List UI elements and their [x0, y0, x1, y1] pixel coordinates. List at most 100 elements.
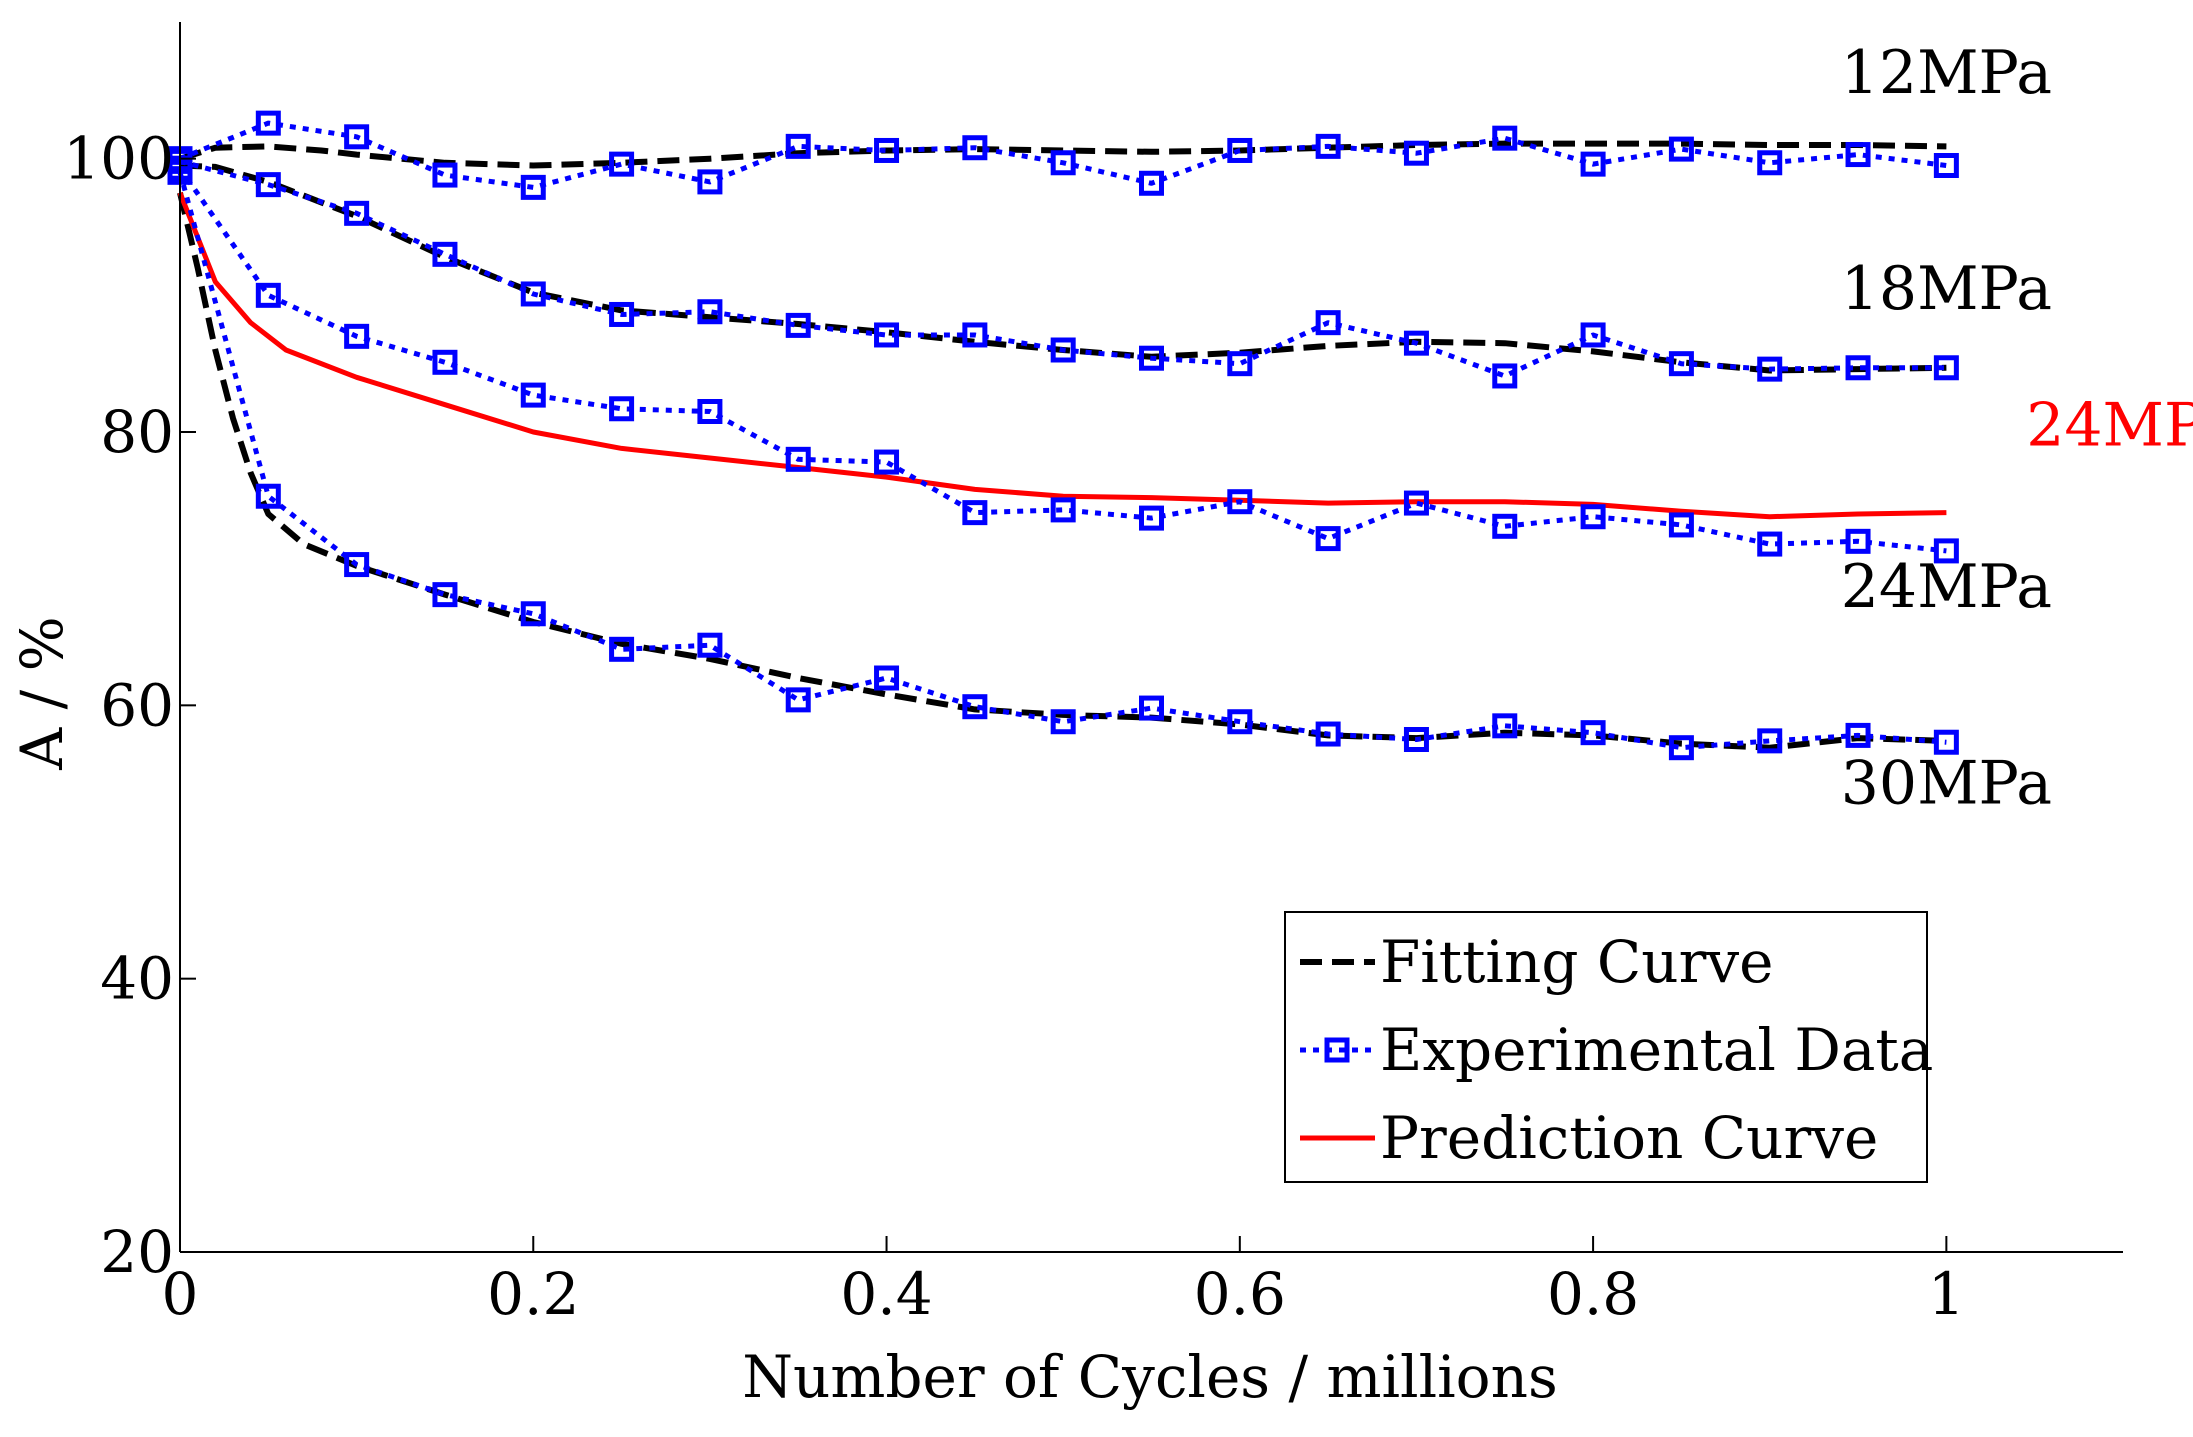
data-point-marker [344, 552, 370, 578]
data-point-marker [1050, 709, 1076, 735]
data-point-marker [520, 281, 546, 307]
data-point-marker [962, 322, 988, 348]
data-point-marker [432, 582, 458, 608]
data-point-marker [1757, 356, 1783, 382]
data-point-marker [520, 174, 546, 200]
data-point-marker [1845, 528, 1871, 554]
curve-label: 24MPa [2026, 391, 2193, 461]
data-point-marker [1139, 170, 1164, 196]
y-tick-label: 20 [100, 1218, 174, 1286]
data-point-marker [1492, 513, 1518, 539]
data-point-marker [785, 312, 811, 338]
y-tick-label: 40 [100, 945, 174, 1013]
data-point-marker [609, 301, 635, 327]
data-point-marker [1933, 153, 1959, 178]
data-point-marker [1845, 142, 1871, 168]
data-point-marker [344, 124, 370, 150]
data-point-marker [1403, 490, 1429, 516]
data-point-marker [697, 632, 723, 658]
data-point-marker [962, 135, 988, 161]
plot-area [167, 110, 1959, 761]
x-tick-label: 0 [162, 1260, 199, 1328]
y-tick-label: 80 [100, 398, 174, 466]
data-point-marker [255, 483, 281, 509]
x-axis-label: Number of Cycles / millions [742, 1343, 1557, 1411]
data-point-marker [1933, 355, 1959, 381]
data-point-marker [1580, 151, 1606, 177]
legend-label: Experimental Data [1380, 1016, 1933, 1084]
data-point-marker [1845, 722, 1871, 748]
legend-marker [1324, 1037, 1350, 1063]
data-point-marker [1668, 351, 1694, 377]
curve-label: 18MPa [1841, 254, 2052, 324]
data-point-marker [1933, 729, 1959, 755]
data-point-marker [785, 133, 811, 159]
x-tick-label: 0.4 [840, 1260, 932, 1328]
data-point-marker [1403, 140, 1429, 166]
curve-annotations: 12MPa 18MPa 24MPa 24MPa 30MPa [1841, 38, 2193, 819]
y-tick-label: 100 [63, 125, 174, 193]
data-point-marker [1668, 512, 1694, 538]
data-point-marker [520, 382, 546, 408]
curve-label: 30MPa [1841, 749, 2052, 819]
data-point-marker [1757, 728, 1783, 754]
data-point-marker [1492, 713, 1518, 739]
legend-label: Prediction Curve [1380, 1104, 1878, 1172]
data-point-marker [1227, 351, 1253, 377]
axis-labels: Number of Cycles / millions A / % [8, 616, 1558, 1411]
legend-label: Fitting Curve [1380, 928, 1773, 996]
data-point-marker [874, 665, 900, 691]
data-point-marker [962, 500, 988, 526]
data-point-marker [609, 151, 635, 177]
data-point-marker [1227, 137, 1253, 163]
series-line-exp [179, 120, 1947, 190]
data-point-marker [785, 687, 811, 713]
data-point-marker [874, 322, 900, 348]
data-point-marker [1050, 337, 1076, 363]
data-point-marker [1403, 727, 1429, 752]
data-point-marker [1668, 735, 1694, 761]
data-point-marker [1139, 505, 1164, 531]
data-point-marker [1227, 489, 1253, 515]
x-tick-label: 0.2 [487, 1260, 579, 1328]
data-point-marker [520, 601, 546, 627]
x-tick-label: 0.6 [1194, 1260, 1286, 1328]
series-line-exp [177, 166, 1947, 554]
data-point-marker [874, 137, 900, 163]
data-point-marker [1139, 695, 1164, 721]
axes: 0 0.2 0.4 0.6 0.8 1 20 40 60 80 100 [63, 22, 2123, 1328]
series-line-fit [177, 192, 1947, 751]
data-point-marker [432, 241, 458, 267]
data-point-marker [1139, 345, 1164, 371]
legend-box [1284, 911, 1928, 1183]
data-point-marker [1492, 125, 1518, 151]
data-point-marker [962, 694, 988, 720]
data-point-marker [697, 299, 723, 325]
data-point-marker [1050, 497, 1076, 523]
data-point-marker [1580, 720, 1606, 746]
data-point-marker [1668, 136, 1694, 162]
y-axis-label: A / % [8, 616, 76, 770]
series-line-fit [179, 162, 1947, 374]
x-tick-label: 0.8 [1547, 1260, 1639, 1328]
data-point-marker [1580, 322, 1606, 348]
data-point-marker [1757, 531, 1783, 557]
data-point-marker [255, 282, 281, 308]
y-tick-label: 60 [100, 671, 174, 739]
data-point-marker [609, 396, 635, 422]
data-point-marker [609, 636, 635, 662]
data-point-marker [1933, 538, 1959, 564]
data-point-marker [1492, 363, 1518, 389]
series-line-exp [179, 158, 1947, 379]
data-point-marker [1315, 526, 1341, 552]
data-point-marker [697, 169, 723, 195]
x-tick-label: 1 [1928, 1260, 1965, 1328]
data-point-marker [1757, 150, 1783, 176]
series-line-fit [179, 140, 1947, 169]
data-point-marker [432, 162, 458, 188]
curve-label: 24MPa [1841, 552, 2052, 622]
data-point-marker [785, 446, 811, 472]
data-point-marker [1315, 310, 1341, 336]
series-line-pred [177, 191, 1947, 520]
